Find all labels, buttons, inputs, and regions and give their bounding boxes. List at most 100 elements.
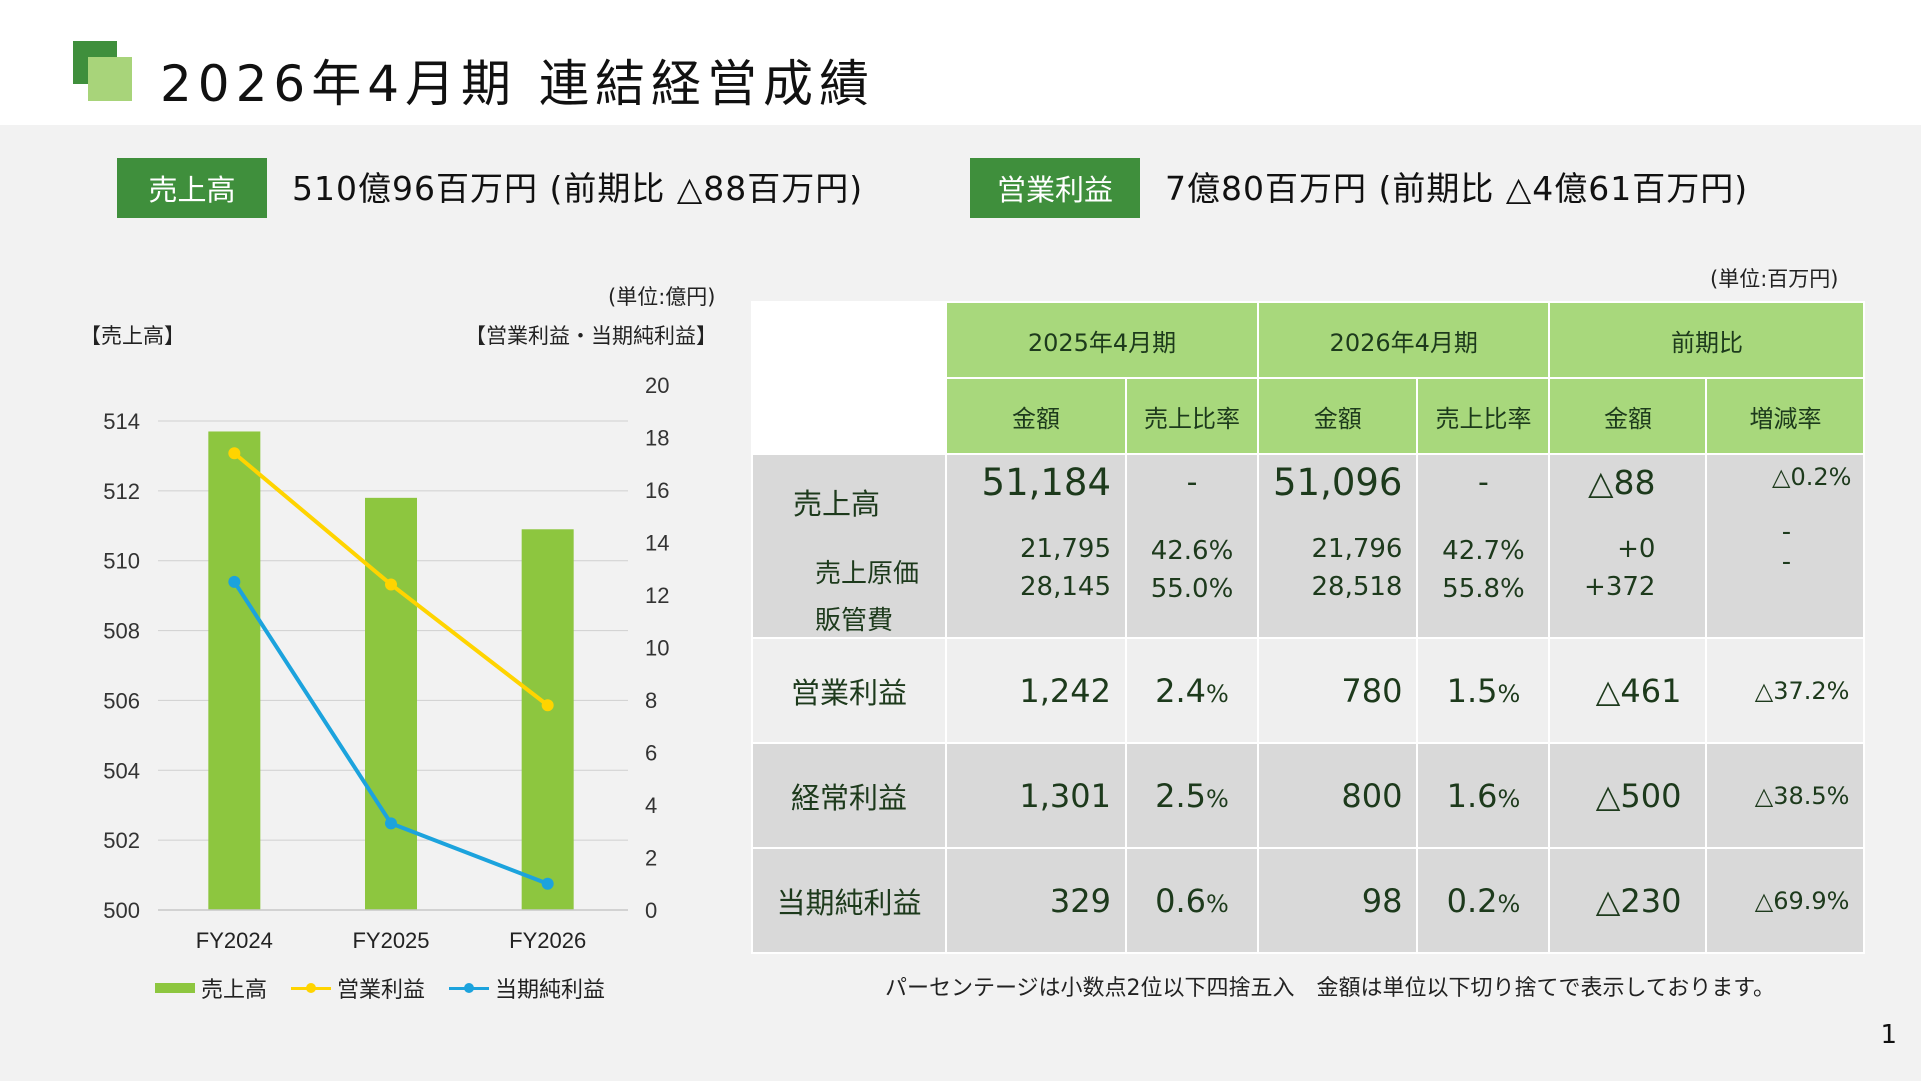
sga-diff: +372 <box>1584 572 1656 602</box>
sales-kpi-value: 510億96百万円 (前期比 △88百万円) <box>292 169 864 208</box>
sga-2026-ratio: 55.8% <box>1442 574 1525 604</box>
ratio-2026-cell: 1.5% <box>1416 637 1551 744</box>
ratio-2025: 0.6 <box>1155 881 1207 920</box>
sales-rate-cell: △0.2% - - <box>1705 453 1866 639</box>
right-tick-label: 2 <box>645 846 657 871</box>
amount-2025: 1,242 <box>945 637 1127 744</box>
left-tick-label: 502 <box>103 828 140 853</box>
amount-2025: 329 <box>945 847 1127 954</box>
sales-2025-cell: 51,184 21,795 28,145 <box>945 453 1127 639</box>
cogs-2026-amount: 21,796 <box>1311 534 1403 564</box>
ratio-2026-cell: 0.2% <box>1416 847 1551 954</box>
page-title: 2026年4月期 連結経営成績 <box>160 55 875 113</box>
point-net-profit <box>541 877 554 890</box>
subheader-amount: 金額 <box>945 377 1127 455</box>
right-tick-label: 6 <box>645 741 657 766</box>
results-table: 2025年4月期 2026年4月期 前期比 金額 売上比率 金額 売上比率 金額… <box>751 301 1866 954</box>
header-yoy: 前期比 <box>1548 301 1866 379</box>
header-fy2026: 2026年4月期 <box>1256 301 1551 379</box>
sales-label: 売上高 <box>793 487 881 521</box>
left-tick-label: 512 <box>103 479 140 504</box>
sales-2025-ratio: - <box>1186 465 1198 500</box>
legend-item-net-profit: 当期純利益 <box>449 972 605 1004</box>
row-label: 営業利益 <box>751 637 947 744</box>
ratio-2025-cell: 0.6% <box>1125 847 1259 954</box>
row-label: 経常利益 <box>751 742 947 849</box>
left-tick-label: 506 <box>103 688 140 713</box>
sga-2026-amount: 28,518 <box>1311 572 1403 602</box>
change-rate: △38.5% <box>1705 742 1866 849</box>
left-tick-label: 504 <box>103 758 140 783</box>
right-tick-label: 12 <box>645 583 669 608</box>
amount-2025: 1,301 <box>945 742 1127 849</box>
logo-square-light <box>88 57 132 101</box>
right-tick-label: 8 <box>645 688 657 713</box>
legend-swatch-bar <box>155 983 195 993</box>
chart-unit: (単位:億円) <box>608 285 716 309</box>
legend-label-net-profit: 当期純利益 <box>495 978 606 1003</box>
sales-2026-cell: 51,096 21,796 28,518 <box>1256 453 1419 639</box>
bar-sales <box>208 431 261 910</box>
subheader-amount: 金額 <box>1256 377 1419 455</box>
left-tick-label: 500 <box>103 898 140 923</box>
bar-sales <box>365 497 417 910</box>
sales-2026-ratio: - <box>1478 465 1489 500</box>
diff-amount: △461 <box>1548 637 1708 744</box>
ratio-2026-cell: 1.6% <box>1416 742 1551 849</box>
ratio-2025-cell: 2.5% <box>1125 742 1259 849</box>
ratio-2025: 2.5 <box>1155 776 1207 815</box>
left-tick-label: 514 <box>103 409 140 434</box>
category-label: FY2024 <box>196 928 273 953</box>
category-label: FY2026 <box>509 928 586 953</box>
legend-item-operating-profit: 営業利益 <box>291 972 425 1004</box>
chart-legend: 売上高 営業利益 当期純利益 <box>155 972 605 1004</box>
row-label-sales: 売上高 売上原価 販管費 <box>751 453 947 639</box>
sga-2025-amount: 28,145 <box>1020 572 1111 602</box>
right-tick-label: 4 <box>645 793 657 818</box>
table-row-ordinary-profit: 経常利益 1,301 2.5% 800 1.6% △500 △38.5% <box>751 742 1866 849</box>
bar-sales <box>521 529 574 910</box>
op-kpi-label: 営業利益 <box>970 158 1140 218</box>
point-net-profit <box>385 817 397 830</box>
op-kpi-value: 7億80百万円 (前期比 △4億61百万円) <box>1165 169 1749 208</box>
left-axis-title: 【売上高】 <box>80 324 185 348</box>
right-tick-label: 0 <box>645 898 657 923</box>
sales-diff-cell: △88 +0 +372 <box>1548 453 1708 639</box>
ratio-2026: 1.6 <box>1446 776 1498 815</box>
percent-unit: % <box>1497 784 1521 813</box>
sales-2026-amount: 51,096 <box>1273 461 1403 504</box>
cogs-2025-amount: 21,795 <box>1020 534 1111 564</box>
cogs-2026-ratio: 42.7% <box>1442 536 1525 566</box>
right-tick-label: 14 <box>645 531 669 556</box>
header-fy2025: 2025年4月期 <box>945 301 1259 379</box>
sales-diff: △88 <box>1588 463 1656 502</box>
legend-swatch-blue-line <box>449 982 490 993</box>
diff-amount: △500 <box>1548 742 1708 849</box>
cogs-2025-ratio: 42.6% <box>1150 536 1234 566</box>
performance-chart: 500 502 504 506 508 510 512 514 0 2 4 6 8 10 12 14 16 18 2… <box>103 373 669 953</box>
cogs-label: 売上原価 <box>815 559 920 589</box>
subheader-amount: 金額 <box>1548 377 1708 455</box>
table-unit: (単位:百万円) <box>1710 267 1839 291</box>
right-axis-title: 【営業利益・当期純利益】 <box>465 324 717 348</box>
percent-unit: % <box>1206 784 1229 813</box>
sales-rate: △0.2% <box>1772 463 1852 491</box>
sales-2025-ratio-cell: - 42.6% 55.0% <box>1125 453 1259 639</box>
point-operating-profit <box>228 447 241 460</box>
ratio-2026: 1.5 <box>1446 671 1498 710</box>
percent-unit: % <box>1497 679 1521 708</box>
change-rate: △69.9% <box>1705 847 1866 954</box>
diff-amount: △230 <box>1548 847 1708 954</box>
sga-rate: - <box>1781 547 1792 577</box>
point-operating-profit <box>385 578 397 591</box>
sga-label: 販管費 <box>815 606 894 636</box>
row-label: 当期純利益 <box>751 847 947 954</box>
table-row-net-profit: 当期純利益 329 0.6% 98 0.2% △230 △69.9% <box>751 847 1866 954</box>
right-tick-label: 16 <box>645 478 669 503</box>
cogs-diff: +0 <box>1617 534 1656 564</box>
sga-2025-ratio: 55.0% <box>1150 574 1234 604</box>
header-bar: 2026年4月期 連結経営成績 <box>0 0 1921 125</box>
sales-2026-ratio-cell: - 42.7% 55.8% <box>1416 453 1551 639</box>
amount-2026: 98 <box>1256 847 1419 954</box>
right-tick-label: 20 <box>645 373 669 398</box>
